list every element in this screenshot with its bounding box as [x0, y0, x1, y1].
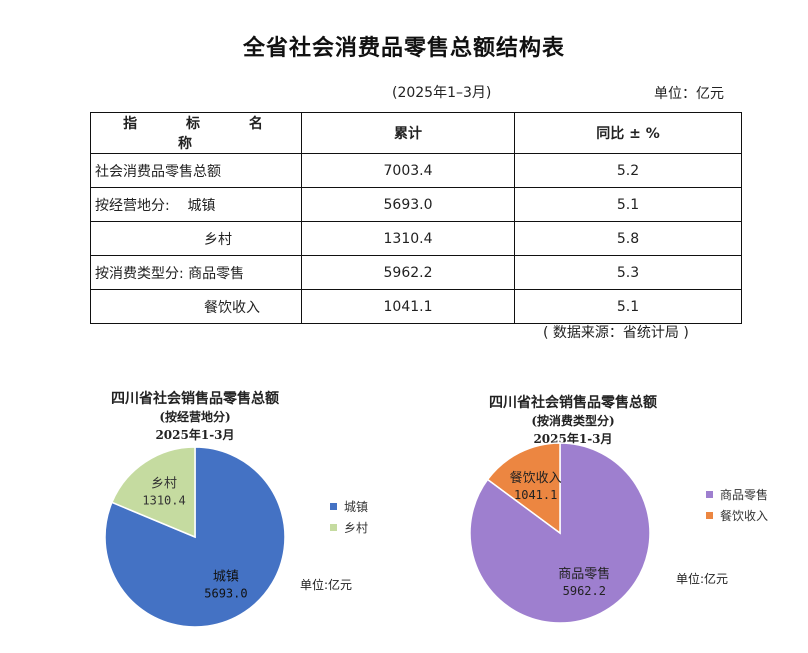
row-yoy: 5.8	[514, 221, 742, 256]
legend-swatch	[706, 511, 713, 519]
left-chart-period: 2025年1-3月	[155, 428, 235, 442]
legend-swatch	[706, 490, 713, 498]
row-cumulative: 5693.0	[301, 187, 515, 222]
legend-label: 城镇	[344, 499, 369, 514]
pie-slice-right-1	[486, 442, 561, 535]
pie-label-value: 5693.0	[204, 586, 247, 600]
right-chart-legend: 商品零售 餐饮收入	[706, 485, 768, 527]
header-yoy: 同比 ± %	[514, 112, 742, 154]
left-chart-subtitle: (按经营地分)	[159, 410, 231, 424]
period-label: (2025年1–3月)	[392, 85, 492, 101]
legend-item: 城镇	[330, 497, 368, 515]
legend-item: 商品零售	[706, 485, 768, 503]
unit-label: 单位：亿元	[654, 86, 724, 102]
legend-item: 餐饮收入	[706, 506, 768, 524]
row-cumulative: 7003.4	[301, 153, 515, 188]
legend-swatch	[330, 523, 337, 531]
left-chart-titles: 四川省社会销售品零售总额 (按经营地分) 2025年1-3月	[100, 390, 290, 444]
legend-swatch	[330, 502, 337, 510]
document-title: 全省社会消费品零售总额结构表	[242, 36, 565, 61]
left-chart-legend: 城镇 乡村	[330, 497, 368, 539]
row-name: 社会消费品零售总额	[90, 153, 302, 188]
pie-label-value: 1041.1	[514, 488, 557, 502]
table-row: 按消费类型分: 商品零售 5962.2 5.3	[90, 255, 742, 290]
header-name: 指 标 名 称	[90, 112, 302, 154]
pie-label-value: 5962.2	[563, 584, 606, 598]
row-yoy: 5.1	[514, 187, 742, 222]
row-cumulative: 5962.2	[301, 255, 515, 290]
pie-label-name: 商品零售	[558, 566, 610, 582]
row-yoy: 5.3	[514, 255, 742, 290]
row-name: 按消费类型分: 商品零售	[90, 255, 302, 290]
data-source-note: ( 数据来源：省统计局 )	[543, 325, 689, 341]
left-chart-unit: 单位:亿元	[300, 578, 353, 592]
pie-label-name: 餐饮收入	[510, 470, 562, 486]
pie-label-name: 城镇	[213, 569, 239, 584]
pie-label-name: 乡村	[151, 477, 177, 492]
row-name: 餐饮收入	[90, 289, 302, 324]
legend-label: 乡村	[344, 520, 369, 535]
right-chart-unit: 单位:亿元	[676, 572, 729, 586]
row-cumulative: 1041.1	[301, 289, 515, 324]
row-name: 乡村	[90, 221, 302, 256]
right-chart-subtitle: (按消费类型分)	[531, 414, 615, 428]
legend-label: 餐饮收入	[720, 508, 769, 523]
table-row: 乡村 1310.4 5.8	[90, 221, 742, 256]
table-header-row: 指 标 名 称 累计 同比 ± %	[90, 112, 742, 154]
left-chart-title: 四川省社会销售品零售总额	[111, 391, 279, 407]
pie-slice-left-1	[110, 446, 196, 539]
legend-item: 乡村	[330, 518, 368, 536]
legend-label: 商品零售	[720, 487, 769, 502]
right-chart-title: 四川省社会销售品零售总额	[489, 395, 657, 411]
row-yoy: 5.1	[514, 289, 742, 324]
right-chart-titles: 四川省社会销售品零售总额 (按消费类型分) 2025年1-3月	[478, 394, 668, 448]
table-row: 餐饮收入 1041.1 5.1	[90, 289, 742, 324]
pie-label-value: 1310.4	[142, 494, 185, 508]
row-cumulative: 1310.4	[301, 221, 515, 256]
structure-table: 指 标 名 称 累计 同比 ± % 社会消费品零售总额 7003.4 5.2 按…	[90, 112, 742, 324]
